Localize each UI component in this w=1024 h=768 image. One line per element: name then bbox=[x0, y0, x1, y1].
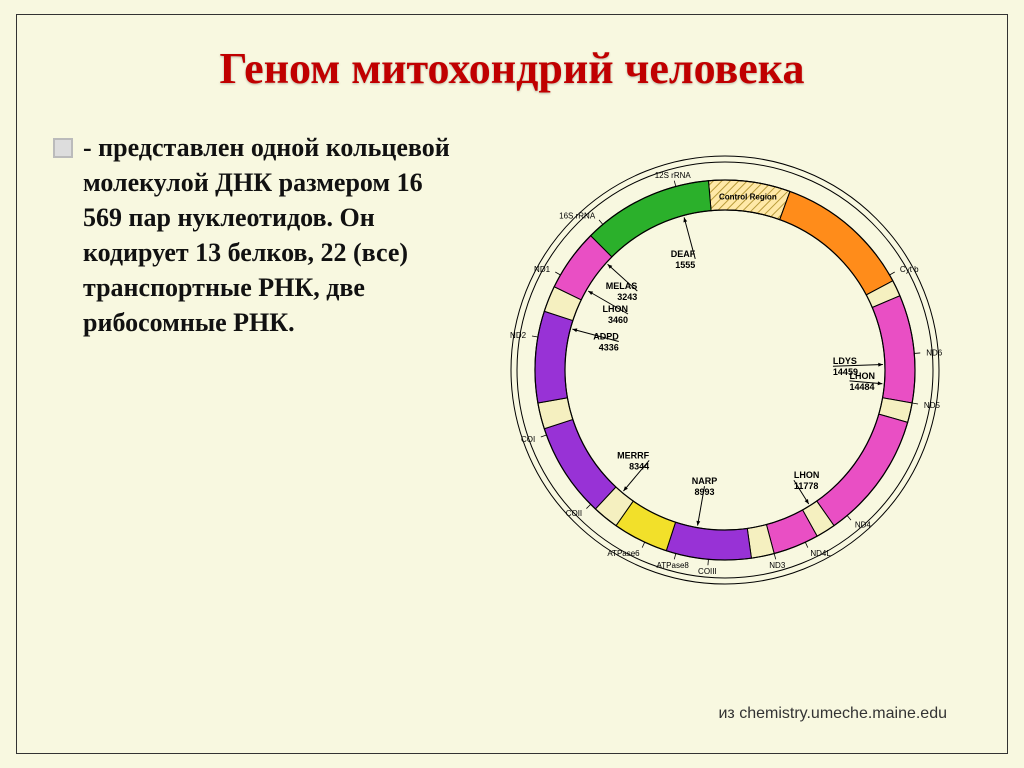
svg-text:ATPase8: ATPase8 bbox=[657, 561, 690, 570]
svg-text:Cyt b: Cyt b bbox=[900, 265, 919, 274]
svg-text:14484: 14484 bbox=[850, 382, 875, 392]
svg-text:Control Region: Control Region bbox=[719, 192, 777, 201]
bullet-block: - представлен одной кольцевой молекулой … bbox=[53, 130, 453, 341]
slide-title: Геном митохондрий человека bbox=[53, 43, 971, 94]
image-credit: из chemistry.umeche.maine.edu bbox=[718, 705, 947, 723]
svg-text:MELAS: MELAS bbox=[606, 281, 638, 291]
svg-text:4336: 4336 bbox=[599, 343, 619, 353]
svg-text:LHON: LHON bbox=[794, 470, 820, 480]
svg-text:DEAF: DEAF bbox=[671, 249, 696, 259]
svg-text:16S rRNA: 16S rRNA bbox=[559, 211, 596, 220]
svg-text:ND5: ND5 bbox=[924, 401, 941, 410]
svg-text:COIII: COIII bbox=[698, 567, 717, 576]
svg-text:LDYS: LDYS bbox=[833, 356, 857, 366]
svg-text:ND6: ND6 bbox=[926, 348, 943, 357]
svg-text:ND2: ND2 bbox=[510, 331, 527, 340]
svg-text:ND3: ND3 bbox=[769, 561, 786, 570]
svg-text:ADPD: ADPD bbox=[593, 332, 619, 342]
svg-text:COI: COI bbox=[521, 435, 535, 444]
svg-text:ATPase6: ATPase6 bbox=[607, 549, 640, 558]
svg-text:3460: 3460 bbox=[608, 315, 628, 325]
content-row: - представлен одной кольцевой молекулой … bbox=[53, 130, 971, 630]
svg-text:LHON: LHON bbox=[603, 304, 629, 314]
svg-text:COII: COII bbox=[566, 509, 582, 518]
svg-text:8993: 8993 bbox=[694, 487, 714, 497]
svg-text:MERRF: MERRF bbox=[617, 450, 649, 460]
slide: Геном митохондрий человека - представлен… bbox=[16, 14, 1008, 754]
svg-text:12S rRNA: 12S rRNA bbox=[655, 171, 692, 180]
svg-text:11778: 11778 bbox=[794, 481, 819, 491]
svg-text:8344: 8344 bbox=[629, 461, 649, 471]
svg-text:14459: 14459 bbox=[833, 367, 858, 377]
bullet-marker-icon bbox=[53, 138, 73, 158]
mitochondrial-genome-diagram: Control Region Cyt b ND6 ND5 ND4 ND4L ND3 COIII… bbox=[475, 130, 971, 630]
svg-text:ND4L: ND4L bbox=[810, 549, 831, 558]
svg-text:3243: 3243 bbox=[617, 292, 637, 302]
svg-text:ND4: ND4 bbox=[855, 521, 872, 530]
bullet-text: - представлен одной кольцевой молекулой … bbox=[83, 130, 453, 341]
svg-text:1555: 1555 bbox=[675, 260, 695, 270]
svg-text:NARP: NARP bbox=[692, 476, 718, 486]
svg-text:ND1: ND1 bbox=[534, 265, 551, 274]
